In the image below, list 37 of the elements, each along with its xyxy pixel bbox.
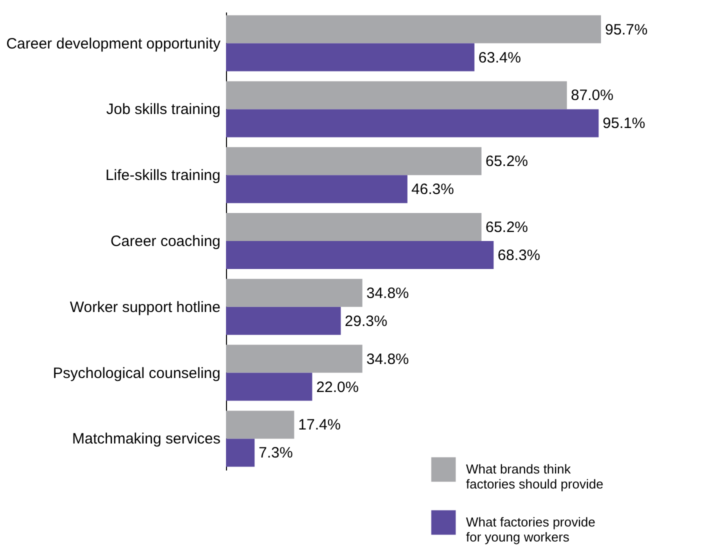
data-label: 95.1% <box>602 115 646 132</box>
y-tick-label: Worker support hotline <box>70 298 220 316</box>
data-label: 29.3% <box>344 312 388 330</box>
bar <box>226 372 312 401</box>
data-label: 95.7% <box>605 21 648 38</box>
data-label: 46.3% <box>411 181 454 198</box>
bar <box>226 109 599 138</box>
data-label: 17.4% <box>298 416 341 434</box>
legend-label: What factories provide for young workers <box>466 514 596 544</box>
data-label: 65.2% <box>485 218 528 236</box>
bar <box>226 212 482 241</box>
bar <box>226 344 362 373</box>
bar <box>226 438 255 467</box>
data-label: 7.3% <box>258 444 293 462</box>
data-label: 87.0% <box>570 87 614 104</box>
data-label: 65.2% <box>485 153 528 170</box>
data-label: 63.4% <box>478 49 521 66</box>
bar <box>226 241 494 270</box>
bar <box>226 43 474 72</box>
legend-label: What brands think factories should provide <box>466 462 604 492</box>
bar <box>226 410 294 439</box>
bar <box>226 81 567 110</box>
y-tick-label: Job skills training <box>106 101 220 118</box>
y-tick-label: Psychological counseling <box>52 364 220 382</box>
bar <box>226 15 601 44</box>
data-label: 34.8% <box>366 350 409 368</box>
y-tick-label: Career development opportunity <box>6 35 221 52</box>
y-tick-label: Career coaching <box>110 233 220 250</box>
y-tick-label: Life-skills training <box>105 167 220 184</box>
bar <box>226 175 408 204</box>
bar <box>226 278 362 307</box>
data-label: 68.3% <box>498 247 540 264</box>
bar <box>226 306 341 335</box>
bar <box>226 147 482 176</box>
y-tick-label: Matchmaking services <box>72 430 220 448</box>
data-label: 34.8% <box>366 284 409 302</box>
data-label: 22.0% <box>316 378 359 396</box>
